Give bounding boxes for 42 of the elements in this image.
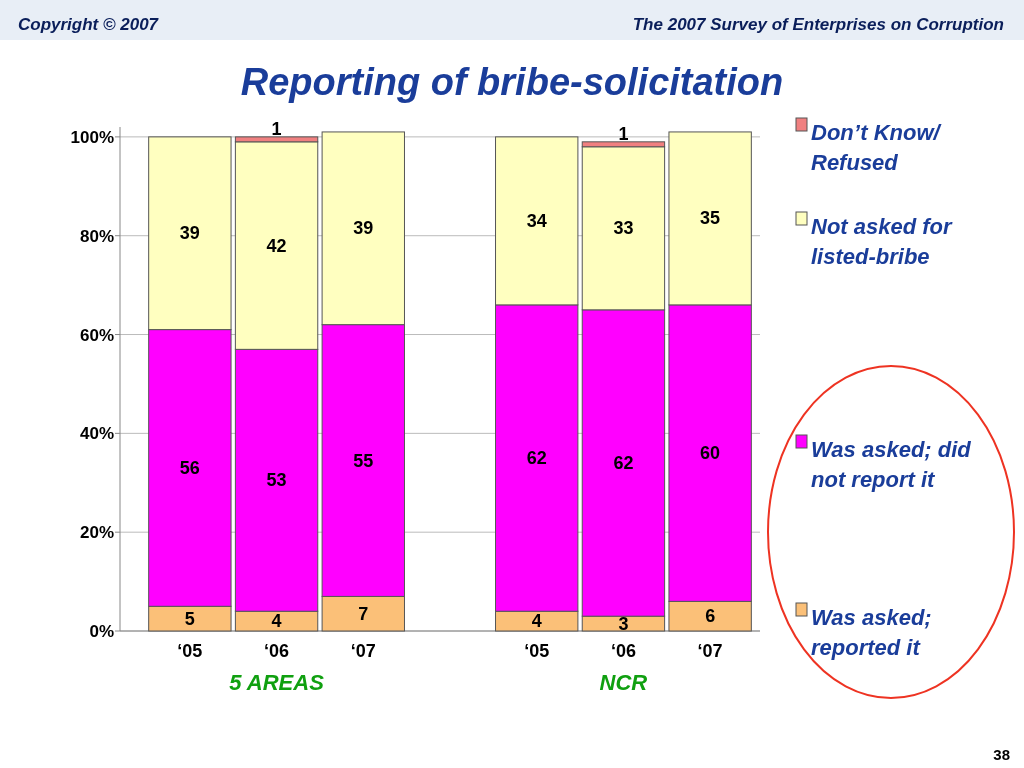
data-label: 7 [358, 603, 369, 624]
data-label: 34 [526, 210, 547, 231]
text: 38 [993, 746, 1010, 763]
x-tick-label: ‘05 [524, 641, 550, 661]
legend-label: Not asked for listed-bribe [811, 214, 954, 269]
data-label: 60 [700, 443, 721, 464]
x-tick-label: ‘05 [177, 641, 203, 661]
data-label: 1 [271, 118, 282, 139]
data-label: 4 [531, 611, 542, 632]
data-label: 5 [184, 608, 195, 629]
data-label: 1 [618, 123, 629, 144]
chart-title: Reporting of bribe-solicitation [240, 61, 784, 103]
data-label: 55 [353, 450, 374, 471]
y-tick-label: 0% [89, 622, 114, 641]
legend-label: Was asked; reported it [811, 605, 932, 660]
data-label: 53 [266, 470, 287, 491]
y-tick-label: 20% [79, 523, 114, 543]
legend-label: Was asked; did not report it [811, 437, 972, 492]
text: NCR [599, 670, 648, 695]
x-tick-label: ‘06 [264, 641, 290, 661]
text: The 2007 Survey of Enterprises on Corruption [632, 15, 1004, 34]
data-label: 3 [618, 613, 629, 634]
data-label: 33 [613, 218, 634, 239]
x-tick-label: ‘07 [697, 641, 723, 661]
y-tick-label: 80% [79, 226, 114, 246]
data-label: 42 [266, 235, 287, 256]
data-label: 39 [179, 223, 200, 244]
data-label: 56 [179, 457, 200, 478]
data-label: 62 [613, 453, 634, 473]
x-tick-label: ‘07 [350, 641, 376, 661]
y-tick-label: 100% [70, 127, 114, 147]
y-tick-label: 60% [79, 325, 114, 345]
data-label: 39 [353, 218, 374, 239]
legend-label: Don’t Know/ Refused [811, 120, 943, 175]
y-tick-label: 40% [79, 424, 114, 444]
data-label: 35 [700, 208, 721, 229]
text: Copyright © 2007 [18, 15, 160, 34]
x-tick-label: ‘06 [610, 641, 636, 661]
data-label: 6 [705, 606, 716, 627]
data-label: 62 [526, 448, 547, 469]
data-label: 4 [271, 611, 282, 632]
text: 5 AREAS [229, 670, 325, 695]
